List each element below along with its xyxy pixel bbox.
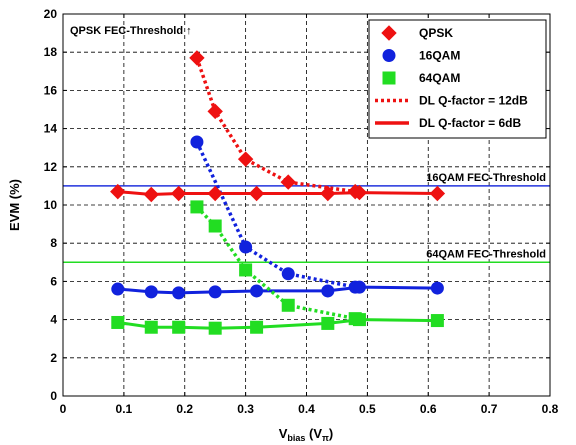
64qam-6db-point xyxy=(111,315,125,329)
qpsk-6db-point xyxy=(351,184,368,201)
y-tick-label: 20 xyxy=(44,7,58,21)
y-tick-label: 8 xyxy=(50,236,57,250)
x-tick-label: 0.5 xyxy=(359,402,376,416)
qpsk-12db-point xyxy=(237,151,254,167)
x-tick-label: 0.2 xyxy=(176,402,193,416)
y-tick-label: 14 xyxy=(44,122,58,136)
y-tick-label: 6 xyxy=(50,274,57,288)
y-tick-label: 18 xyxy=(44,45,58,59)
legend-label: DL Q-factor = 6dB xyxy=(419,116,521,130)
qpsk-6db-point xyxy=(170,185,187,202)
axis-ticks xyxy=(62,13,551,397)
64qam-6db-point xyxy=(144,320,158,334)
x-tick-label: 0.1 xyxy=(116,402,133,416)
qpsk-6db-point xyxy=(429,185,446,202)
qpsk-6db-point xyxy=(143,186,159,203)
x-tick-label: 0.4 xyxy=(298,402,315,416)
qpsk-6db-point xyxy=(320,185,336,202)
threshold-label: 64QAM FEC-Threshold xyxy=(426,248,546,260)
64qam-6db-point xyxy=(172,320,186,334)
64qam-6db-point xyxy=(250,320,264,334)
legend-box xyxy=(368,19,547,139)
qpsk-12db-point xyxy=(280,174,296,190)
16qam-6db-point xyxy=(144,285,158,299)
64qam-6db-point xyxy=(208,321,222,335)
y-axis-label: EVM (%) xyxy=(7,179,22,231)
qpsk-12db-point xyxy=(189,50,205,66)
legend-label: 16QAM xyxy=(419,49,460,63)
64qam-12db-point xyxy=(208,219,222,233)
16qam-6db-point xyxy=(321,284,335,298)
16qam-6db-point xyxy=(172,286,186,300)
16qam-6db-point xyxy=(250,284,264,298)
x-axis-label-mid: (V xyxy=(305,426,322,441)
y-tick-label: 4 xyxy=(50,313,57,327)
x-tick-label: 0.8 xyxy=(542,402,559,416)
qpsk-12db-line xyxy=(195,57,356,194)
x-tick-label: 0.6 xyxy=(420,402,437,416)
series-markers xyxy=(110,50,446,335)
64qam-6db-point xyxy=(430,314,444,328)
qpsk-12db-point xyxy=(207,103,223,120)
qpsk-6db-point xyxy=(110,183,126,200)
x-tick-label: 0 xyxy=(60,402,67,416)
16qam-12db-point xyxy=(281,267,295,281)
y-tick-label: 12 xyxy=(44,160,58,174)
y-tick-label: 16 xyxy=(44,83,58,97)
x-axis-label: Vbias (Vπ) xyxy=(279,426,334,443)
64qam-6db-point xyxy=(352,313,366,327)
y-tick-label: 0 xyxy=(50,389,57,403)
64qam-12db-point xyxy=(281,298,295,312)
grid-lines xyxy=(63,14,550,396)
legend-qpsk-marker xyxy=(381,25,397,41)
16qam-6db-point xyxy=(352,280,366,294)
y-tick-label: 10 xyxy=(44,198,58,212)
x-tick-label: 0.3 xyxy=(237,402,254,416)
threshold-label: 16QAM FEC-Threshold xyxy=(426,172,546,184)
16qam-12db-point xyxy=(239,240,253,254)
16qam-12db-line xyxy=(195,141,356,289)
legend-label: 64QAM xyxy=(419,71,460,85)
x-tick-label: 0.7 xyxy=(481,402,498,416)
16qam-12db-point xyxy=(190,135,204,149)
legend-64qam-marker xyxy=(382,71,396,85)
x-axis-label-end: ) xyxy=(329,426,333,441)
qpsk-6db-point xyxy=(207,185,223,202)
16qam-6db-point xyxy=(111,282,125,296)
64qam-12db-point xyxy=(190,200,204,214)
legend: QPSK 16QAM 64QAM DL Q-factor = 12dB DL Q-fac… xyxy=(368,19,547,139)
qpsk-6db-point xyxy=(248,185,265,202)
legend-16qam-marker xyxy=(382,49,396,62)
legend-label: QPSK xyxy=(419,26,453,40)
qpsk-threshold-note: QPSK FEC-Threshold ↑ xyxy=(70,25,192,37)
64qam-6db-point xyxy=(321,316,335,330)
64qam-12db-point xyxy=(239,263,253,277)
legend-label: DL Q-factor = 12dB xyxy=(419,94,528,108)
x-axis-label-sub1: bias xyxy=(287,433,305,443)
16qam-6db-point xyxy=(208,285,222,299)
axis-tick-labels: 0 0.1 0.2 0.3 0.4 0.5 0.6 0.7 0.8 0 2 4 6 8 10 12 14 16 18… xyxy=(44,7,559,416)
x-axis-label-sub2: π xyxy=(322,433,329,443)
y-tick-label: 2 xyxy=(50,351,57,365)
16qam-6db-point xyxy=(430,281,444,295)
x-axis-label-main: V xyxy=(279,426,288,441)
threshold-labels: 16QAM FEC-Threshold 64QAM FEC-Threshold xyxy=(426,172,546,260)
